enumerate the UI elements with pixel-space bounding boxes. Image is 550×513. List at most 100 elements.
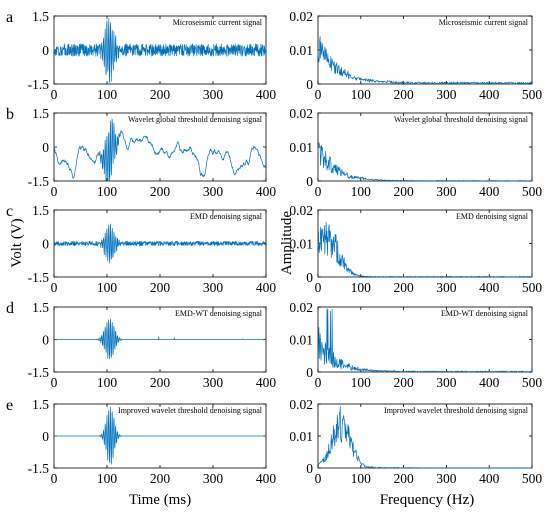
y-tick-label: 0.02	[289, 397, 313, 412]
x-tick-label: 100	[97, 471, 118, 486]
panel-a-freq: 0 100 200 300 400 500 0.02 0.01 0 Microseismic cu…	[289, 9, 542, 102]
y-tick-label: 0	[306, 461, 313, 476]
x-tick-label: 300	[203, 375, 224, 390]
x-tick-label: 200	[150, 87, 171, 102]
x-tick-label: 100	[97, 184, 118, 199]
x-tick-label: 100	[97, 87, 118, 102]
panel-title: EMD-WT denoising signal	[441, 309, 529, 318]
x-tick-label: 0	[51, 280, 58, 295]
y-tick-label: 0	[42, 140, 49, 155]
y-tick-label: 1.5	[32, 203, 49, 218]
y-axis-label-left: Volt (V)	[9, 218, 25, 267]
panel-title: Improved wavelet threshold denoising sig…	[118, 406, 263, 415]
x-tick-label: 300	[436, 375, 457, 390]
y-tick-label: 0.02	[289, 106, 313, 121]
series-line-d-freq	[317, 308, 533, 373]
y-tick-label: 0.02	[289, 203, 313, 218]
y-tick-label: -1.5	[28, 174, 50, 189]
x-tick-label: 400	[256, 87, 277, 102]
y-tick-label: 0	[306, 77, 313, 92]
y-tick-label: 1.5	[32, 397, 49, 412]
y-tick-label: 0	[42, 429, 49, 444]
panel-label: c	[6, 203, 13, 220]
x-tick-label: 200	[393, 184, 414, 199]
panel-label: e	[6, 397, 13, 414]
x-tick-label: 200	[150, 471, 171, 486]
x-tick-label: 100	[351, 87, 372, 102]
x-tick-label: 200	[393, 471, 414, 486]
y-tick-label: -1.5	[28, 365, 50, 380]
panel-title: EMD-WT denoising signal	[175, 309, 263, 318]
x-tick-label: 0	[315, 375, 322, 390]
y-tick-label: 0.01	[289, 237, 313, 252]
panel-title: Microseismic current signal	[173, 18, 263, 27]
panel-title: Microseismic current signal	[439, 18, 529, 27]
x-tick-label: 400	[479, 280, 500, 295]
x-tick-label: 300	[203, 184, 224, 199]
x-tick-label: 500	[522, 184, 543, 199]
series-line-b-freq	[317, 142, 533, 182]
series-line-d-time	[53, 318, 267, 360]
x-tick-label: 400	[256, 471, 277, 486]
x-tick-label: 0	[315, 184, 322, 199]
x-tick-label: 400	[479, 375, 500, 390]
y-axis-label-right: Amplitude	[279, 211, 295, 276]
x-tick-label: 400	[256, 280, 277, 295]
x-tick-label: 100	[351, 280, 372, 295]
x-tick-label: 100	[97, 375, 118, 390]
x-tick-label: 0	[315, 471, 322, 486]
y-tick-label: -1.5	[28, 461, 50, 476]
x-axis-label-left: Time (ms)	[129, 492, 191, 508]
x-tick-label: 0	[315, 87, 322, 102]
x-tick-label: 200	[150, 375, 171, 390]
x-tick-label: 400	[256, 375, 277, 390]
y-tick-label: 0.01	[289, 140, 313, 155]
y-tick-label: 0	[42, 333, 49, 348]
series-line-c-time	[53, 223, 267, 264]
x-tick-label: 300	[436, 87, 457, 102]
panel-label: b	[6, 106, 14, 123]
x-tick-label: 400	[256, 184, 277, 199]
x-tick-label: 0	[51, 375, 58, 390]
y-tick-label: 1.5	[32, 106, 49, 121]
x-tick-label: 0	[51, 471, 58, 486]
x-tick-label: 500	[522, 375, 543, 390]
x-tick-label: 0	[51, 184, 58, 199]
x-tick-label: 0	[315, 280, 322, 295]
x-tick-label: 500	[522, 471, 543, 486]
series-line-a-time	[53, 18, 267, 84]
x-tick-label: 300	[203, 471, 224, 486]
panel-d-freq: 0 100 200 300 400 500 0.02 0.01 0 EMD-WT denoisin…	[289, 300, 542, 390]
panel-label: d	[6, 300, 14, 317]
panel-b-freq: 0 100 200 300 400 500 0.02 0.01 0 Wavelet global …	[289, 106, 542, 199]
panel-c-freq: 0 100 200 300 400 500 0.02 0.01 0 EMD denoising s…	[289, 203, 542, 295]
panel-e-freq: 0 100 200 300 400 500 0.02 0.01 0 Improved wavele…	[289, 397, 542, 486]
panel-title: Improved wavelet threshold denoising sig…	[384, 406, 529, 415]
panel-title: EMD denoising signal	[190, 212, 263, 221]
x-tick-label: 300	[436, 471, 457, 486]
x-tick-label: 200	[150, 184, 171, 199]
y-tick-label: 1.5	[32, 300, 49, 315]
x-tick-label: 300	[436, 280, 457, 295]
panel-title: EMD denoising signal	[456, 212, 529, 221]
x-tick-label: 300	[203, 87, 224, 102]
y-tick-label: 0.02	[289, 9, 313, 24]
y-tick-label: 0	[306, 174, 313, 189]
x-tick-label: 100	[351, 471, 372, 486]
y-tick-label: 0	[306, 365, 313, 380]
x-tick-label: 500	[522, 280, 543, 295]
x-tick-label: 400	[479, 184, 500, 199]
y-tick-label: -1.5	[28, 77, 50, 92]
x-tick-label: 200	[393, 87, 414, 102]
x-tick-label: 400	[479, 87, 500, 102]
y-tick-label: -1.5	[28, 270, 50, 285]
x-tick-label: 200	[393, 375, 414, 390]
y-tick-label: 0.02	[289, 300, 313, 315]
panel-title: Wavelet global threshold denoising signa…	[128, 115, 263, 124]
x-tick-label: 0	[51, 87, 58, 102]
y-tick-label: 1.5	[32, 9, 49, 24]
